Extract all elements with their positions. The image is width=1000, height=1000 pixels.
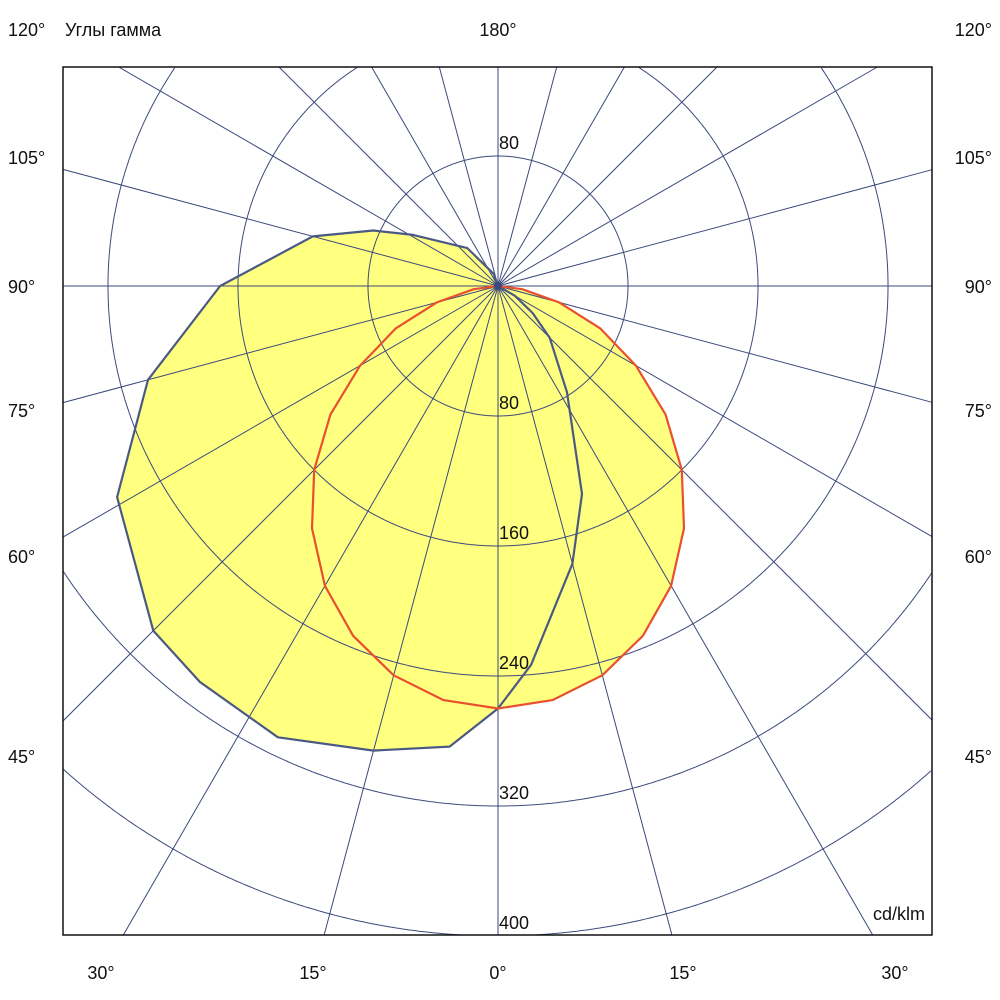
bottom-angle-label: 15° (299, 963, 326, 983)
intensity-curve-1 (310, 284, 686, 710)
radial-grid-line (438, 66, 499, 287)
polar-grid (62, 66, 933, 936)
bottom-angle-label: 15° (669, 963, 696, 983)
side-angle-label: 60° (8, 547, 35, 567)
side-angle-label: 75° (8, 401, 35, 421)
side-angle-label: 90° (965, 277, 992, 297)
radial-grid-line (62, 168, 499, 287)
side-angle-label: 90° (8, 277, 35, 297)
side-angle-label: 105° (8, 148, 45, 168)
ring-label: 400 (499, 913, 529, 933)
radial-grid-line (497, 66, 878, 287)
ring-grid-240 (107, 67, 889, 677)
ring-label: 240 (499, 653, 529, 673)
radial-grid-line (278, 66, 499, 287)
radial-grid-line (122, 285, 499, 936)
unit-label: cd/klm (873, 904, 925, 924)
radial-grid-line (62, 285, 499, 538)
ring-label-top: 80 (499, 133, 519, 153)
center-point (494, 282, 502, 290)
radial-grid-line (118, 66, 499, 287)
ring-grid-320 (62, 570, 933, 807)
top-angle-label: 180° (479, 20, 516, 40)
bottom-angle-label: 30° (881, 963, 908, 983)
radial-grid-line (323, 285, 499, 936)
radial-grid-line (497, 285, 874, 936)
ring-grid-160 (237, 66, 759, 547)
radial-grid-line (62, 285, 499, 404)
radial-grid-line (62, 285, 499, 722)
ring-label: 320 (499, 783, 529, 803)
side-angle-label: 45° (965, 747, 992, 767)
ring-grid-80 (367, 155, 629, 417)
bottom-angle-label: 30° (87, 963, 114, 983)
side-angle-label: 60° (965, 547, 992, 567)
curves (116, 229, 686, 752)
side-angle-label: 105° (955, 148, 992, 168)
radial-grid-line (497, 169, 933, 287)
side-angle-label: 45° (8, 747, 35, 767)
radial-grid-line (497, 285, 933, 403)
radial-grid-line (497, 285, 673, 936)
ring-label: 80 (499, 393, 519, 413)
radial-grid-line (497, 66, 625, 287)
plot-frame (62, 66, 933, 936)
radial-grid-line (371, 66, 499, 287)
side-angle-label: 120° (955, 20, 992, 40)
side-angle-label: 120° (8, 20, 45, 40)
radial-grid-line (497, 66, 718, 287)
ring-label: 160 (499, 523, 529, 543)
radial-grid-line (497, 285, 933, 538)
chart-title: Углы гамма (65, 20, 162, 40)
ring-grid-400 (62, 768, 932, 936)
radial-grid-line (497, 66, 558, 287)
side-angle-label: 75° (965, 401, 992, 421)
bottom-angle-label: 0° (489, 963, 506, 983)
radial-grid-line (497, 285, 933, 721)
intensity-curve-0 (116, 229, 584, 752)
